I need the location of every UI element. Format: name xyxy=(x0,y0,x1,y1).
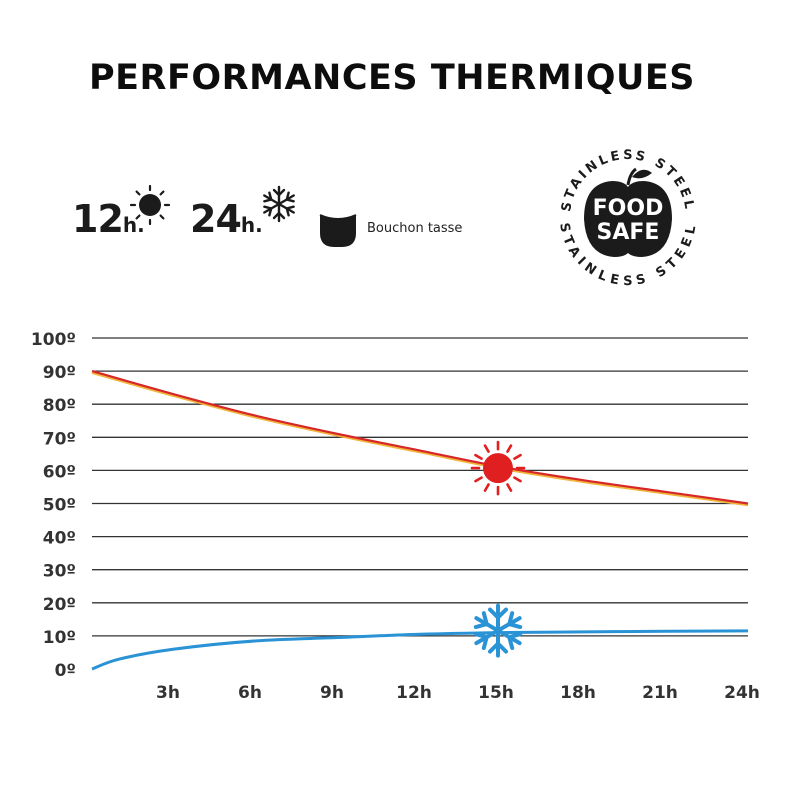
y-tick-label: 0º xyxy=(55,661,76,681)
snowflake-icon xyxy=(473,603,523,658)
legend-cold-value: 24 xyxy=(190,197,242,241)
food-safe-badge: STAINLESS STEEL STAINLESS STEEL FOOD SAF… xyxy=(556,148,697,289)
y-tick-label: 10º xyxy=(43,628,76,648)
y-tick-label: 40º xyxy=(43,529,76,549)
y-tick-label: 70º xyxy=(43,429,76,449)
cold-series-line xyxy=(91,629,749,671)
y-tick-label: 60º xyxy=(43,462,76,482)
sun-icon xyxy=(470,440,526,496)
hot-series-glow xyxy=(91,370,749,507)
y-axis-labels: 100º 90º 80º 70º 60º 50º 40º 30º 20º 10º 0º xyxy=(31,330,76,681)
x-tick-label: 9h xyxy=(320,683,344,703)
x-axis-labels: 3h 6h 9h 12h 15h 18h 21h 24h xyxy=(156,683,760,703)
x-tick-label: 3h xyxy=(156,683,180,703)
y-tick-label: 30º xyxy=(43,562,76,582)
legend-hot: 12h. xyxy=(72,183,182,253)
x-tick-label: 6h xyxy=(238,683,262,703)
chart-markers xyxy=(470,440,526,658)
hot-series-line xyxy=(91,370,749,505)
legend-hot-unit: h. xyxy=(122,213,145,237)
badge-line2: SAFE xyxy=(597,220,660,245)
legend-cold: 24h. xyxy=(190,183,310,253)
sun-icon xyxy=(130,185,170,225)
y-tick-label: 20º xyxy=(43,595,76,615)
legend-hot-value: 12 xyxy=(72,197,124,241)
snowflake-icon xyxy=(263,185,295,223)
y-tick-label: 80º xyxy=(43,396,76,416)
apple-icon xyxy=(584,167,672,257)
y-tick-label: 50º xyxy=(43,496,76,516)
x-tick-label: 12h xyxy=(396,683,432,703)
cup-label: Bouchon tasse xyxy=(367,221,463,236)
cup-lid-icon xyxy=(319,214,357,247)
x-tick-label: 21h xyxy=(642,683,678,703)
page-title: PERFORMANCES THERMIQUES xyxy=(89,58,695,98)
x-tick-label: 24h xyxy=(724,683,760,703)
badge-line1: FOOD xyxy=(593,196,664,221)
y-tick-label: 90º xyxy=(43,363,76,383)
y-tick-label: 100º xyxy=(31,330,76,350)
chart-series xyxy=(91,370,749,671)
x-tick-label: 18h xyxy=(560,683,596,703)
legend-cold-unit: h. xyxy=(240,213,263,237)
chart-grid xyxy=(92,337,748,637)
x-tick-label: 15h xyxy=(478,683,514,703)
